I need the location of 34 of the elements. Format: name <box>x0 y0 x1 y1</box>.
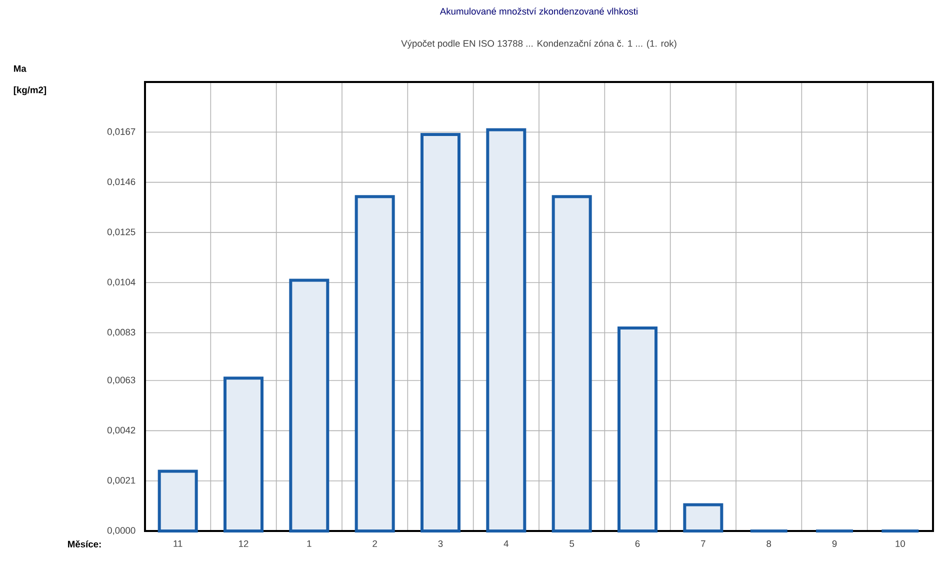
x-tick-label: 7 <box>701 540 706 547</box>
x-tick-label: 8 <box>766 540 772 547</box>
y-tick-label: 0,0042 <box>107 426 136 435</box>
y-tick-label: 0,0063 <box>107 376 136 384</box>
x-tick-label: 4 <box>504 540 508 547</box>
x-tick-label: 5 <box>570 540 574 547</box>
y-tick-label: 0,0000 <box>107 527 136 535</box>
bar <box>618 326 658 532</box>
x-tick-label: 11 <box>174 540 182 547</box>
bar <box>158 470 198 532</box>
chart-subtitle: Výpočet podle EN ISO 13788 ... Kondenzační zóna č. 1 ... (1. rok) <box>401 40 676 49</box>
chart-title: Akumulované množství zkondenzované vlhkosti <box>440 8 638 15</box>
y-tick-label: 0,0125 <box>107 228 136 236</box>
x-tick-label: 2 <box>372 540 377 547</box>
y-tick-label: 0,0167 <box>107 128 136 136</box>
x-tick-label: 10 <box>896 540 905 547</box>
x-tick-label: 1 <box>307 540 312 547</box>
bar <box>224 376 264 532</box>
x-tick-label: 12 <box>239 540 248 547</box>
x-tick-label: 3 <box>438 540 443 547</box>
text: Ma [kg/m2] <box>14 65 46 96</box>
x-axis-title: Měsíce: <box>68 540 101 548</box>
y-tick-label: 0,0021 <box>107 477 136 485</box>
x-tick-label: 6 <box>635 540 640 547</box>
bar <box>289 278 330 532</box>
bar <box>420 133 461 532</box>
x-tick-label: 9 <box>832 540 837 547</box>
bar <box>683 503 724 532</box>
y-tick-label: 0,0104 <box>107 278 136 286</box>
y-tick-label: 0,0146 <box>107 178 136 186</box>
bar <box>354 195 395 532</box>
y-tick-label: 0,0083 <box>107 328 136 337</box>
bar <box>552 195 592 532</box>
bar <box>486 128 526 532</box>
